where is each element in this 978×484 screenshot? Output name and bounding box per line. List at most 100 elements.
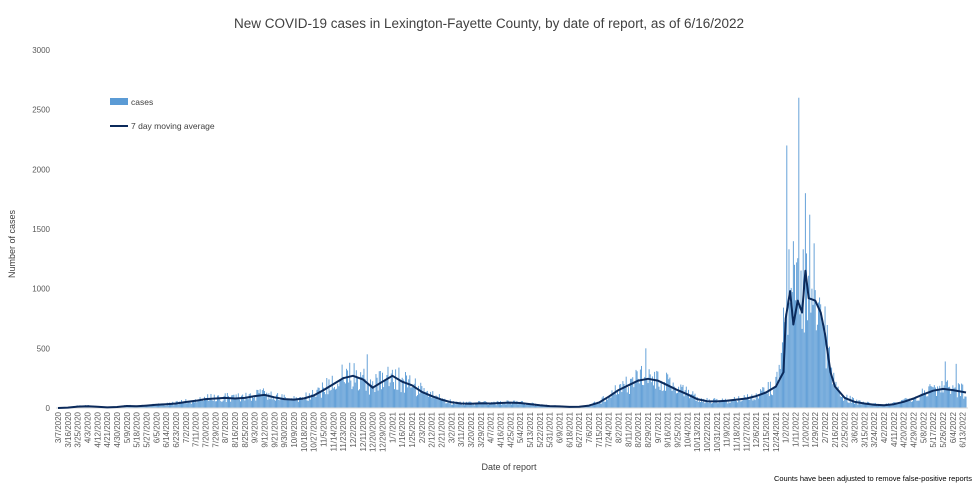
y-tick-label: 2500	[32, 106, 50, 115]
x-tick-label: 12/11/2020	[359, 411, 368, 451]
bar-cases	[696, 397, 698, 408]
bar-cases	[656, 370, 658, 408]
bar-cases	[801, 328, 803, 408]
bar-cases	[352, 386, 354, 408]
bar-cases	[533, 405, 535, 408]
bar-cases	[542, 405, 544, 408]
bar-cases	[752, 400, 754, 408]
bar-cases	[380, 389, 382, 408]
bar-cases	[255, 400, 257, 408]
bar-cases	[635, 369, 637, 408]
x-tick-label: 3/24/2022	[870, 411, 879, 447]
bar-cases	[670, 387, 672, 408]
bar-cases	[269, 399, 271, 408]
bar-cases	[208, 400, 210, 408]
bar-cases	[512, 402, 514, 408]
bar-cases	[245, 392, 247, 408]
bar-cases	[484, 401, 486, 408]
bar-cases	[839, 396, 841, 408]
bar-cases	[825, 368, 827, 408]
bar-cases	[812, 304, 814, 408]
bar-cases	[218, 395, 220, 408]
bar-cases	[830, 372, 831, 408]
bar-cases	[946, 380, 948, 408]
bar-cases	[241, 395, 243, 408]
bar-cases	[497, 401, 499, 408]
bar-cases	[908, 398, 910, 408]
x-tick-label: 4/7/2021	[487, 411, 496, 443]
bar-cases	[417, 395, 418, 408]
bar-cases	[515, 402, 517, 408]
bar-cases	[309, 399, 311, 408]
bar-cases	[185, 399, 187, 408]
x-tick-label: 5/27/2020	[143, 411, 152, 447]
bar-cases	[694, 393, 696, 408]
bar-cases	[198, 399, 200, 408]
bar-cases	[851, 397, 853, 408]
bar-cases	[317, 387, 319, 408]
bar-cases	[940, 392, 942, 408]
bar-cases	[132, 406, 134, 408]
x-tick-label: 8/25/2020	[241, 411, 250, 447]
bar-cases	[162, 403, 164, 408]
bar-cases	[920, 393, 922, 408]
bar-cases	[591, 405, 593, 408]
bar-cases	[286, 399, 288, 408]
bar-cases	[954, 387, 956, 408]
x-tick-label: 1/29/2022	[811, 411, 820, 447]
bar-cases	[674, 387, 676, 408]
bar-cases	[495, 405, 497, 408]
bar-cases	[802, 249, 804, 408]
bar-cases	[527, 403, 529, 408]
bar-cases	[668, 379, 670, 408]
bar-cases	[238, 399, 240, 408]
bar-cases	[388, 386, 390, 408]
bar-cases	[338, 386, 340, 408]
bar-cases	[590, 406, 592, 408]
bar-cases	[793, 264, 795, 408]
bar-cases	[430, 391, 432, 408]
bar-cases	[714, 398, 716, 408]
bar-cases	[693, 395, 695, 408]
bar-cases	[502, 403, 504, 408]
bar-cases	[295, 397, 297, 408]
bar-cases	[274, 400, 276, 408]
bar-cases	[427, 396, 429, 408]
bar-cases	[207, 394, 209, 408]
bar-cases	[455, 404, 457, 408]
bar-cases	[669, 377, 671, 408]
x-tick-label: 2/25/2022	[841, 411, 850, 447]
bar-cases	[414, 378, 416, 408]
bar-cases	[341, 364, 343, 408]
bar-cases	[902, 399, 904, 408]
bar-cases	[790, 287, 792, 408]
bar-cases	[815, 330, 817, 408]
bar-cases	[745, 397, 747, 408]
bar-cases	[510, 404, 512, 408]
bar-cases	[231, 395, 233, 408]
bar-cases	[211, 400, 213, 408]
bar-cases	[544, 406, 546, 408]
bar-cases	[491, 401, 493, 408]
x-tick-label: 12/2/2020	[349, 411, 358, 447]
bar-cases	[294, 399, 296, 408]
bar-cases	[931, 386, 933, 408]
bar-cases	[936, 395, 937, 408]
bar-cases	[791, 292, 793, 408]
bar-cases	[673, 386, 675, 408]
bar-cases	[891, 405, 893, 408]
bar-cases	[756, 396, 758, 408]
bar-cases	[426, 390, 428, 408]
bar-cases	[688, 389, 689, 408]
bar-cases	[258, 392, 260, 408]
bar-cases	[308, 393, 310, 408]
x-tick-label: 6/14/2020	[162, 411, 171, 447]
bar-cases	[171, 403, 173, 408]
bar-cases	[272, 396, 274, 408]
bar-cases	[436, 396, 438, 408]
bar-cases	[956, 397, 958, 408]
bar-cases	[604, 401, 606, 408]
bar-cases	[324, 391, 326, 408]
bar-cases	[215, 401, 217, 408]
bar-cases	[633, 387, 635, 408]
